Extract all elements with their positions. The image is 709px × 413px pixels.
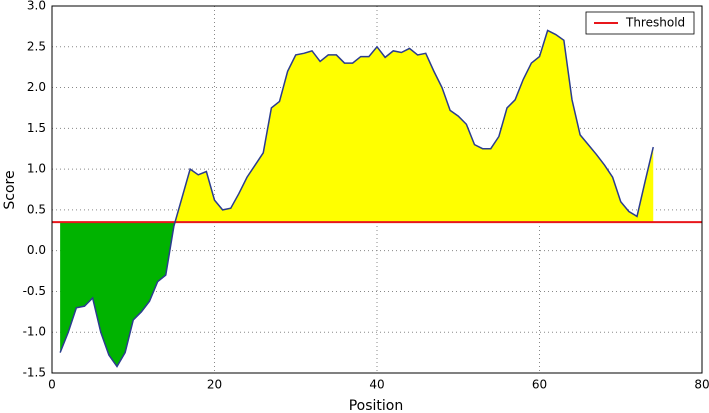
- x-tick-label: 60: [532, 378, 547, 392]
- y-tick-label: 0.5: [27, 202, 46, 216]
- y-tick-label: 3.0: [27, 0, 46, 13]
- x-tick-label: 20: [207, 378, 222, 392]
- score-line: [59, 29, 654, 368]
- y-tick-label: -1.5: [23, 366, 46, 380]
- legend-box: [585, 11, 695, 35]
- y-axis-label: Score: [2, 170, 18, 209]
- x-axis-label: Position: [349, 398, 404, 413]
- area-above: [60, 30, 654, 223]
- y-tick-label: 2.5: [27, 39, 46, 53]
- area-below: [60, 222, 176, 367]
- x-tick-label: 80: [694, 378, 709, 392]
- y-tick-label: -1.0: [23, 325, 46, 339]
- y-tick-label: 1.5: [27, 121, 46, 135]
- legend-label: Threshold: [625, 16, 685, 30]
- plot-frame: [51, 5, 703, 374]
- y-tick-label: 0.0: [27, 243, 46, 257]
- x-tick-label: 0: [48, 378, 56, 392]
- y-tick-label: -0.5: [23, 284, 46, 298]
- y-tick-label: 2.0: [27, 80, 46, 94]
- x-tick-label: 40: [369, 378, 384, 392]
- y-tick-label: 1.0: [27, 162, 46, 176]
